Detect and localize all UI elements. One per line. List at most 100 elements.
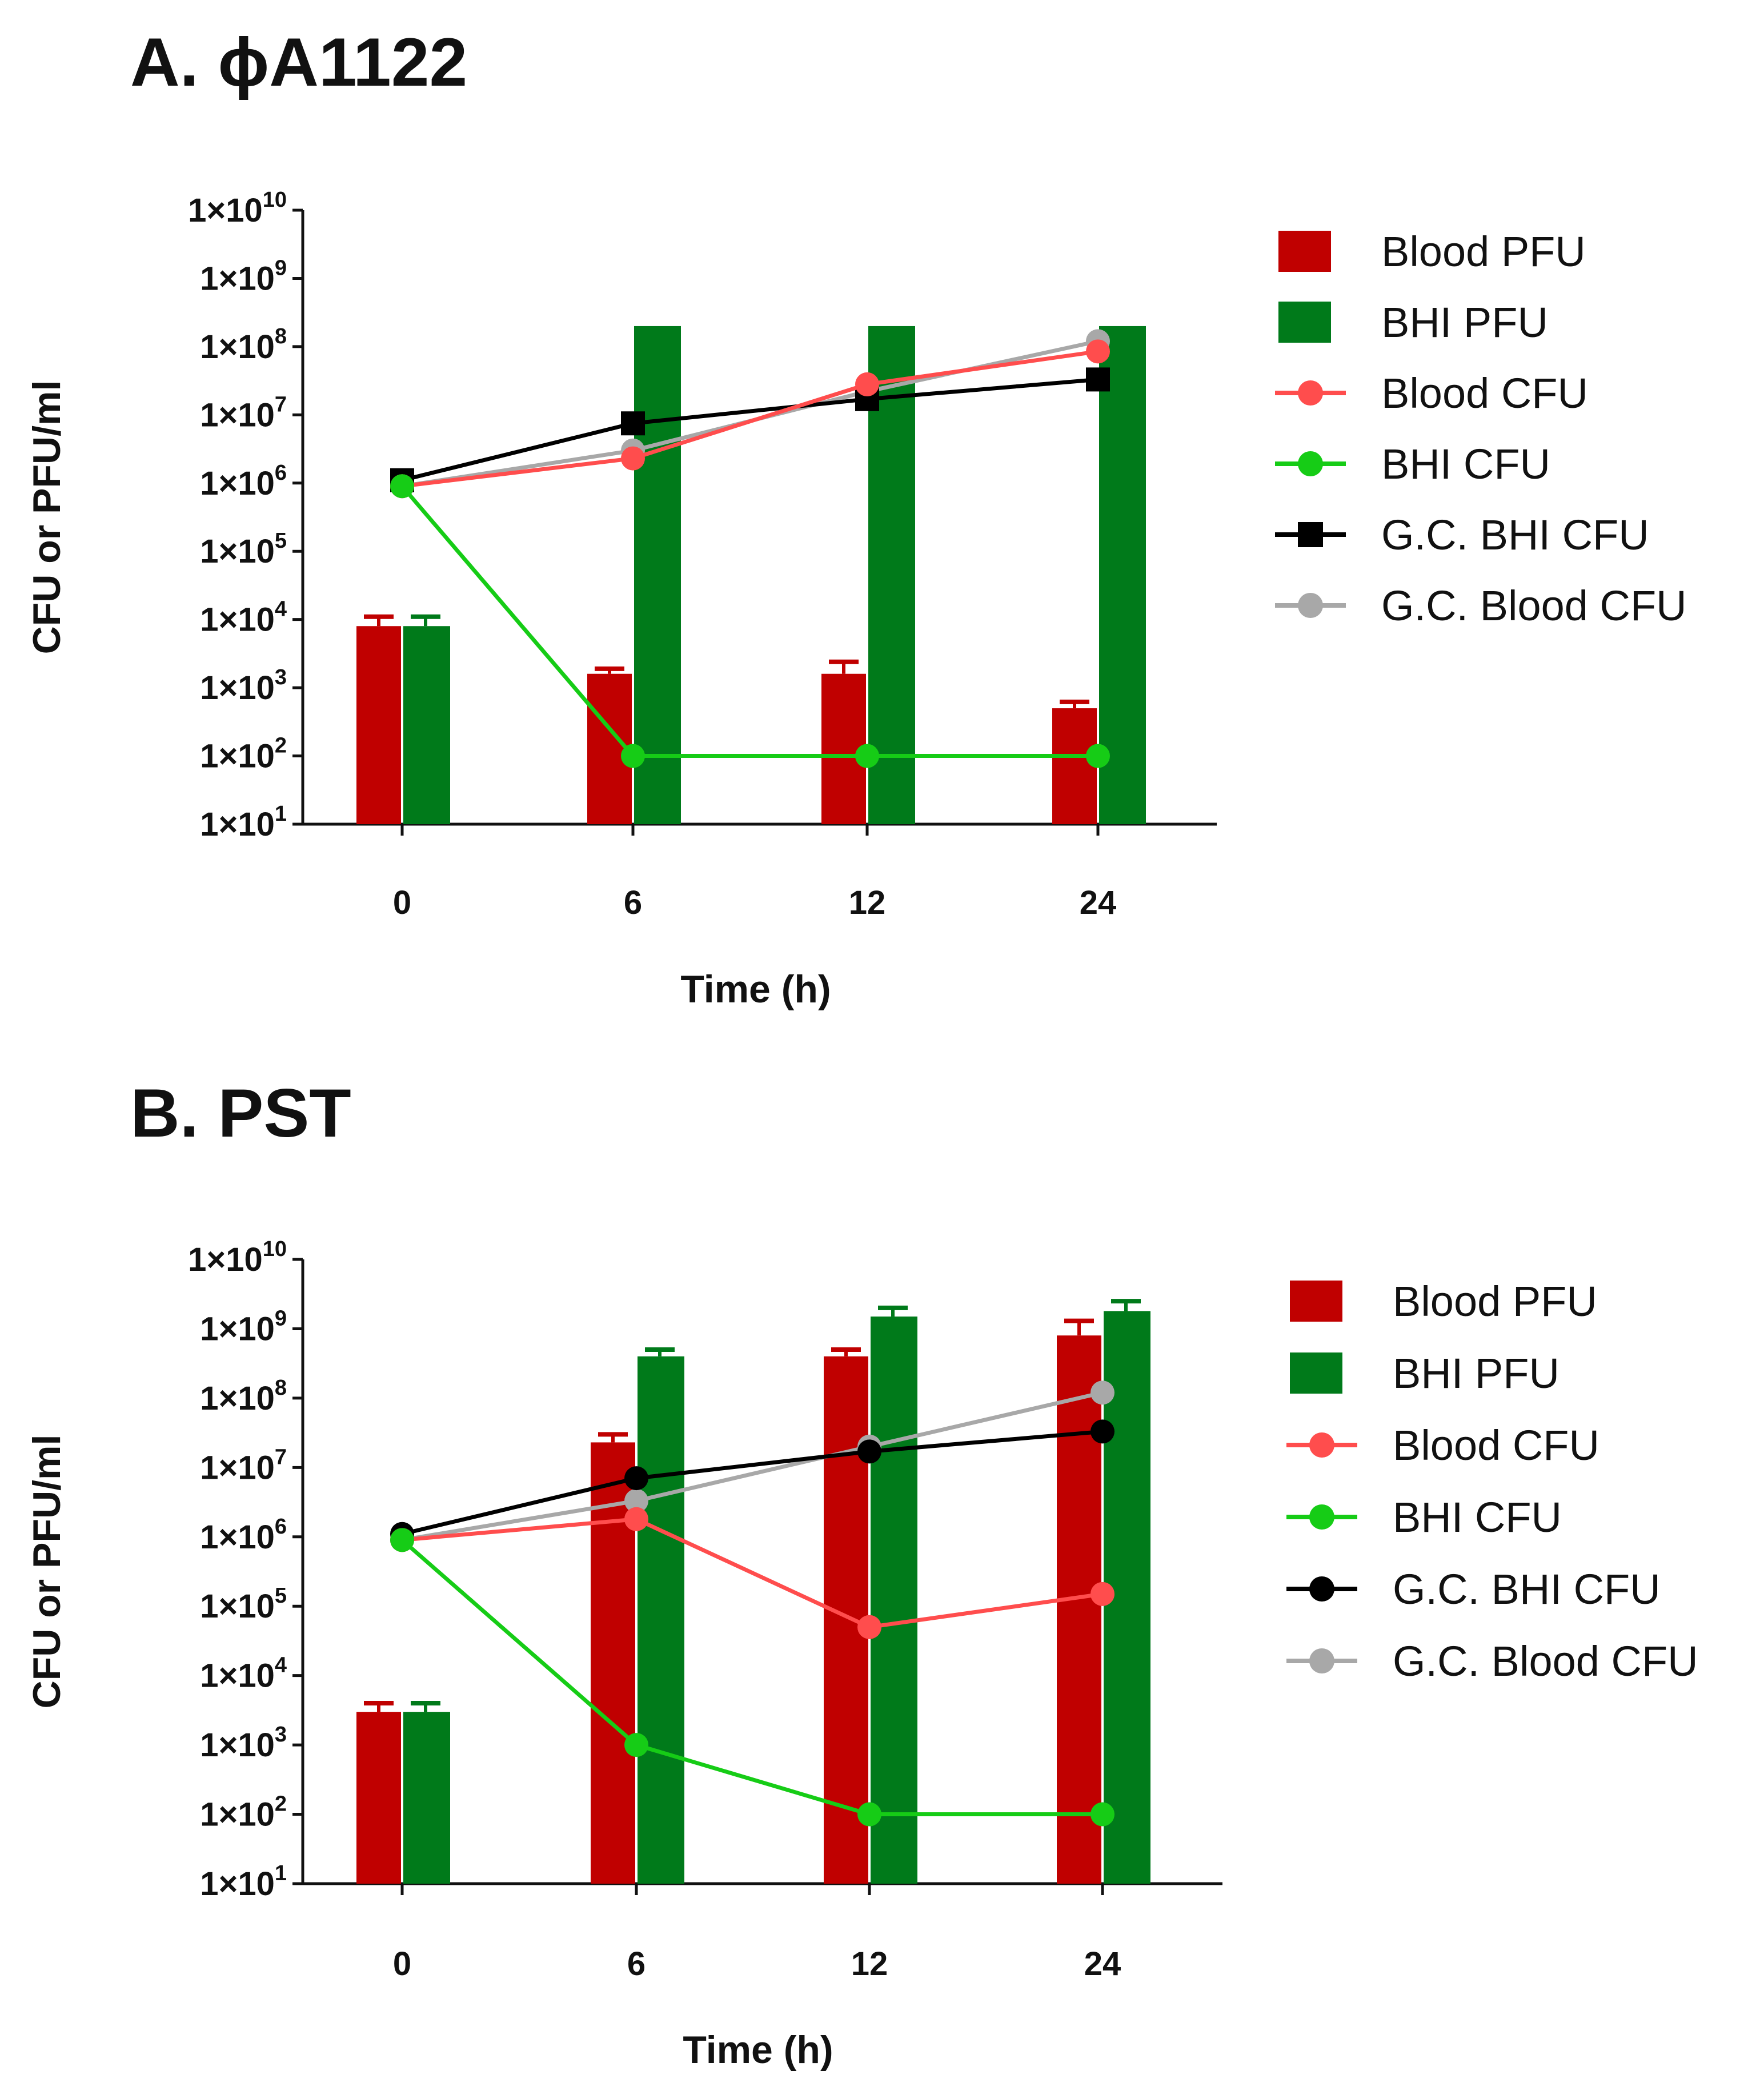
- data-point: [390, 474, 414, 499]
- y-tick-label: 1×1010: [188, 188, 287, 229]
- y-tick-label: 1×104: [200, 1653, 287, 1695]
- chart-panel-a: A. ϕA1122 1×101 1×102 1×103 1×104 1×105 1×106 1…: [25, 24, 1687, 1011]
- y-tick-label: 1×101: [200, 802, 287, 843]
- y-tick-label: 1×109: [200, 256, 287, 297]
- series-line-g-c-bhi-cfu: [402, 1429, 1103, 1536]
- data-point: [390, 1528, 414, 1552]
- x-tick-label: 12: [849, 884, 886, 921]
- chart-title: B. PST: [130, 1075, 351, 1151]
- y-tick-label: 1×102: [200, 734, 287, 775]
- chart-title: A. ϕA1122: [130, 24, 467, 101]
- x-tick-label: 24: [1080, 884, 1117, 921]
- data-point: [1091, 1419, 1114, 1444]
- bar-blood-pfu: [1057, 1335, 1101, 1884]
- legend-marker: [1309, 1648, 1334, 1673]
- legend-label: BHI PFU: [1393, 1350, 1559, 1397]
- legend-label: Blood CFU: [1381, 370, 1588, 417]
- data-point: [857, 1615, 881, 1639]
- legend-label: Blood PFU: [1381, 228, 1586, 275]
- legend-label: G.C. Blood CFU: [1393, 1637, 1698, 1685]
- y-tick-label: 1×109: [200, 1306, 287, 1347]
- data-point: [624, 1466, 648, 1491]
- y-tick-label: 1×103: [200, 1723, 287, 1764]
- legend-label: G.C. BHI CFU: [1393, 1566, 1661, 1613]
- data-point: [621, 744, 645, 768]
- y-tick-label: 1×102: [200, 1792, 287, 1833]
- legend: Blood PFU BHI PFU Blood CFU BHI CFU G.C. BHI…: [1286, 1278, 1698, 1685]
- series-line-blood-cfu: [402, 349, 1099, 488]
- y-tick-label: 1×108: [200, 1376, 287, 1417]
- y-tick-label: 1×107: [200, 1445, 287, 1486]
- y-tick-label: 1×104: [200, 597, 287, 639]
- y-tick-label: 1×105: [200, 1584, 287, 1625]
- data-point: [1091, 1380, 1114, 1405]
- y-tick-label: 1×103: [200, 665, 287, 707]
- y-tick-label: 1×105: [200, 529, 287, 570]
- y-tick-label: 1×1010: [188, 1237, 287, 1278]
- data-point: [1086, 367, 1110, 392]
- bar-blood-pfu: [1052, 708, 1097, 824]
- legend-marker: [1298, 522, 1323, 547]
- x-axis-title: Time (h): [683, 2028, 833, 2072]
- legend-swatch: [1278, 302, 1331, 343]
- legend-label: G.C. Blood CFU: [1381, 582, 1687, 629]
- y-tick-label: 1×106: [200, 461, 287, 502]
- series-line-blood-cfu: [402, 1517, 1103, 1630]
- y-axis-title: CFU or PFU/ml: [25, 1435, 69, 1709]
- series-line-bhi-cfu: [400, 484, 1098, 758]
- legend-swatch: [1290, 1352, 1342, 1394]
- data-point: [1091, 1802, 1114, 1827]
- legend-label: BHI CFU: [1381, 440, 1550, 488]
- bar-bhi-pfu: [403, 626, 450, 824]
- legend-marker: [1298, 593, 1323, 618]
- legend-label: Blood PFU: [1393, 1278, 1597, 1325]
- bar-blood-pfu: [356, 1712, 401, 1884]
- x-tick-label: 6: [624, 884, 642, 921]
- legend-marker: [1309, 1504, 1334, 1530]
- series-line-g-c-blood-cfu: [402, 1390, 1103, 1542]
- y-tick-label: 1×101: [200, 1861, 287, 1903]
- data-point: [857, 1439, 881, 1464]
- data-point: [624, 1507, 648, 1531]
- x-axis-title: Time (h): [680, 968, 831, 1011]
- data-point: [621, 411, 645, 436]
- data-point: [624, 1488, 648, 1513]
- data-point: [1086, 339, 1110, 364]
- y-tick-label: 1×108: [200, 324, 287, 366]
- data-point: [855, 744, 879, 768]
- legend-label: Blood CFU: [1393, 1422, 1599, 1469]
- data-point: [1091, 1582, 1114, 1606]
- data-point: [857, 1802, 881, 1827]
- bar-bhi-pfu: [871, 1317, 917, 1884]
- bar-bhi-pfu: [1099, 326, 1146, 824]
- x-tick-label: 0: [393, 884, 411, 921]
- legend-swatch: [1278, 231, 1331, 272]
- series-line-g-c-bhi-cfu: [402, 377, 1099, 483]
- legend-label: BHI PFU: [1381, 299, 1548, 346]
- x-tick-label: 6: [627, 1945, 646, 1982]
- bar-blood-pfu: [356, 626, 401, 824]
- y-axis-title: CFU or PFU/ml: [25, 380, 69, 655]
- legend: Blood PFU BHI PFU Blood CFU BHI CFU G.C. BHI…: [1275, 228, 1687, 629]
- y-tick-label: 1×107: [200, 392, 287, 434]
- legend-marker: [1309, 1432, 1334, 1458]
- x-tick-label: 24: [1084, 1945, 1121, 1982]
- data-point: [624, 1733, 648, 1757]
- x-tick-label: 12: [851, 1945, 888, 1982]
- x-tick-label: 0: [393, 1945, 411, 1982]
- bar-bhi-pfu: [634, 326, 681, 824]
- y-tick-label: 1×106: [200, 1515, 287, 1556]
- legend-label: BHI CFU: [1393, 1494, 1562, 1541]
- data-point: [855, 372, 879, 396]
- chart-panel-b: B. PST 1×101 1×102 1×103 1×104 1×105 1×106 1×10…: [25, 1075, 1698, 2072]
- legend-swatch: [1290, 1281, 1342, 1322]
- legend-marker: [1309, 1576, 1334, 1602]
- data-point: [1086, 744, 1110, 768]
- bar-bhi-pfu: [403, 1712, 450, 1884]
- legend-label: G.C. BHI CFU: [1381, 511, 1649, 559]
- bar-bhi-pfu: [638, 1356, 684, 1884]
- data-point: [621, 446, 645, 471]
- legend-marker: [1298, 451, 1323, 476]
- legend-marker: [1298, 380, 1323, 406]
